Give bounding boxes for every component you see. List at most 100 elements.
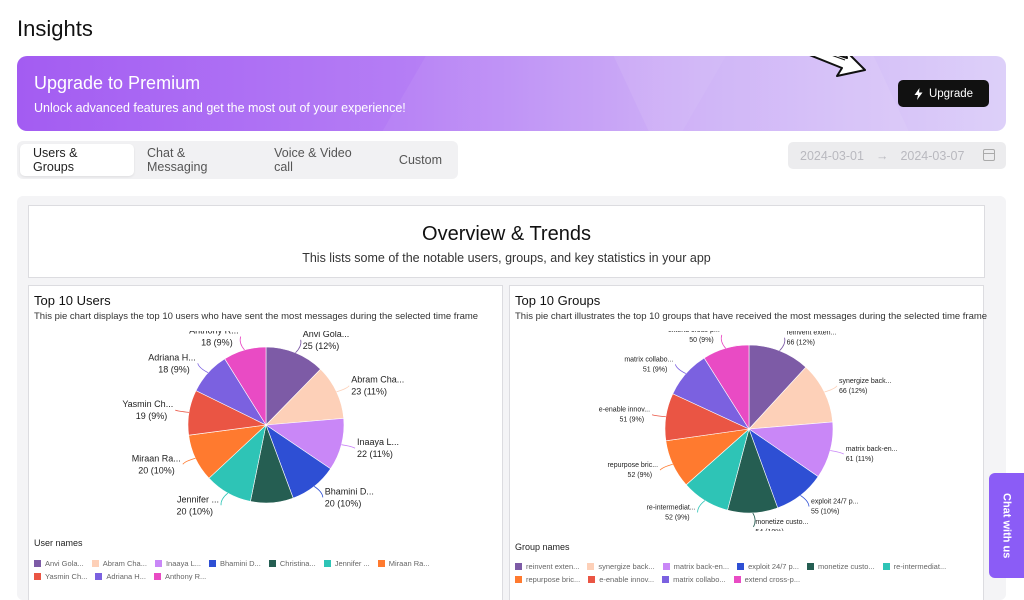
chart-title: Top 10 Users — [34, 293, 111, 308]
legend-item[interactable]: Anvi Gola... — [34, 559, 84, 568]
legend-item[interactable]: Anthony R... — [153, 572, 207, 581]
pie-value-label: 20 (10%) — [138, 465, 175, 475]
legend-label: extend cross-p... — [744, 575, 801, 584]
legend-swatch — [515, 576, 522, 583]
legend-label: matrix back-en... — [673, 562, 730, 571]
pie-value-label: 66 (12%) — [839, 388, 867, 395]
legend-item[interactable]: extend cross-p... — [733, 575, 801, 584]
legend-swatch — [588, 576, 596, 583]
legend-item[interactable]: Yasmin Ch... — [34, 572, 87, 581]
pie-leader-line — [720, 334, 726, 349]
legend-item[interactable]: Abram Cha... — [91, 559, 147, 568]
banner-title: Upgrade to Premium — [34, 73, 201, 93]
legend-swatch — [737, 563, 745, 570]
legend-item[interactable]: reinvent exten... — [515, 562, 579, 571]
pie-value-label: 61 (11%) — [846, 456, 874, 463]
legend-item[interactable]: synergize back... — [587, 562, 655, 571]
pie-value-label: 54 (10%) — [755, 529, 783, 531]
pie-slice[interactable] — [703, 344, 750, 431]
legend-item[interactable]: matrix collabo... — [662, 575, 726, 584]
legend-swatch — [153, 573, 161, 580]
legend-label: repurpose bric... — [526, 575, 581, 584]
pie-leader-line — [313, 486, 324, 498]
top-users-pie-chart: Anvi Gola... 25 (12%) Abram Cha... 23 (11%)… — [122, 331, 404, 516]
legend-item[interactable]: monetize custo... — [806, 562, 875, 571]
date-separator: → — [875, 148, 889, 163]
legend-item[interactable]: Miraan Ra... — [377, 559, 430, 568]
legend-item[interactable]: re-intermediat... — [882, 562, 946, 571]
top-groups-pie-chart: reinvent exten... 66 (12%) synergize back.… — [599, 331, 898, 531]
pie-value-label: 51 (9%) — [620, 417, 645, 424]
legend-label: monetize custo... — [817, 562, 875, 571]
legend-item[interactable]: Bhamini D... — [209, 559, 261, 568]
legend-label: reinvent exten... — [526, 562, 580, 571]
tab-users-groups[interactable]: Users & Groups — [20, 144, 135, 176]
pie-slice-label: matrix collabo... — [624, 356, 673, 363]
pie-value-label: 18 (9%) — [201, 338, 233, 348]
pie-leader-line — [752, 512, 756, 528]
legend-item[interactable]: Inaaya L... — [154, 559, 201, 568]
banner-subtitle: Unlock advanced features and get the mos… — [34, 101, 406, 115]
upgrade-button[interactable]: Upgrade — [898, 80, 989, 107]
chart-legend: Anvi Gola... Abram Cha... Inaaya L... Bhami… — [34, 559, 494, 581]
legend-label: exploit 24/7 p... — [748, 562, 799, 571]
pie-slice[interactable] — [748, 344, 807, 430]
pie-value-label: 19 (9%) — [136, 411, 168, 421]
chart-legend: reinvent exten... synergize back... matrix… — [515, 562, 975, 584]
legend-swatch — [34, 560, 41, 567]
upgrade-banner: Upgrade to Premium Unlock advanced featu… — [17, 56, 1006, 131]
legend-title: Group names — [515, 542, 570, 552]
legend-item[interactable]: Christina... — [268, 559, 316, 568]
tab-voice-video[interactable]: Voice & Video call — [274, 146, 352, 174]
legend-swatch — [268, 560, 276, 567]
pie-value-label: 25 (12%) — [303, 341, 340, 351]
pie-value-label: 51 (9%) — [643, 366, 668, 373]
upgrade-button-label: Upgrade — [928, 87, 974, 100]
legend-item[interactable]: Adriana H... — [95, 572, 146, 581]
pie-leader-line — [336, 385, 350, 393]
legend-item[interactable]: exploit 24/7 p... — [737, 562, 799, 571]
legend-label: Anthony R... — [164, 572, 207, 581]
chat-with-us-button[interactable]: Chat with us — [989, 473, 1024, 578]
page-title: Insights — [17, 16, 93, 41]
legend-swatch — [323, 560, 331, 567]
pie-slice-label: Bhamini D... — [325, 486, 374, 496]
legend-label: Adriana H... — [106, 572, 146, 581]
pie-slice-label: extend cross-p... — [668, 331, 720, 334]
tab-bar: Users & Groups Chat & Messaging Voice & … — [17, 141, 458, 179]
legend-swatch — [515, 563, 522, 570]
pie-value-label: 23 (11%) — [351, 387, 387, 397]
pie-slice[interactable] — [265, 346, 321, 426]
calendar-icon — [983, 149, 995, 161]
pie-value-label: 50 (9%) — [689, 337, 714, 344]
pie-value-label: 55 (10%) — [811, 508, 839, 515]
pie-slice-label: Anthony R... — [189, 331, 239, 336]
legend-item[interactable]: repurpose bric... — [515, 575, 580, 584]
legend-swatch — [587, 563, 595, 570]
pie-leader-line — [659, 463, 673, 471]
pie-slice-label: Anvi Gola... — [303, 331, 350, 339]
insights-panel: Overview & Trends This lists some of the… — [17, 196, 1006, 600]
pie-slice[interactable] — [748, 366, 834, 430]
legend-item[interactable]: e-enable innov... — [588, 575, 654, 584]
chart-title: Top 10 Groups — [515, 293, 601, 308]
pie-value-label: 52 (9%) — [628, 472, 653, 479]
pie-leader-line — [175, 409, 190, 413]
top-users-card: Top 10 Users This pie chart displays the… — [28, 285, 503, 600]
pie-slice-label: repurpose bric... — [607, 462, 658, 469]
legend-label: e-enable innov... — [599, 575, 655, 584]
legend-title: User names — [34, 538, 83, 548]
tab-chat-messaging[interactable]: Chat & Messaging — [147, 146, 208, 174]
overview-subtitle: This lists some of the notable users, gr… — [302, 251, 711, 265]
legend-item[interactable]: matrix back-en... — [662, 562, 730, 571]
pie-leader-line — [239, 336, 245, 351]
lightning-icon — [914, 87, 923, 100]
date-range-picker[interactable]: 2024-03-01 → 2024-03-07 — [788, 142, 1006, 169]
date-start: 2024-03-01 — [800, 148, 864, 163]
pie-value-label: 20 (10%) — [177, 506, 214, 516]
overview-title: Overview & Trends — [422, 223, 591, 245]
pie-slice-label: Yasmin Ch... — [122, 399, 173, 409]
pie-leader-line — [800, 495, 810, 507]
tab-custom[interactable]: Custom — [398, 153, 442, 167]
legend-item[interactable]: Jennifer ... — [323, 559, 370, 568]
